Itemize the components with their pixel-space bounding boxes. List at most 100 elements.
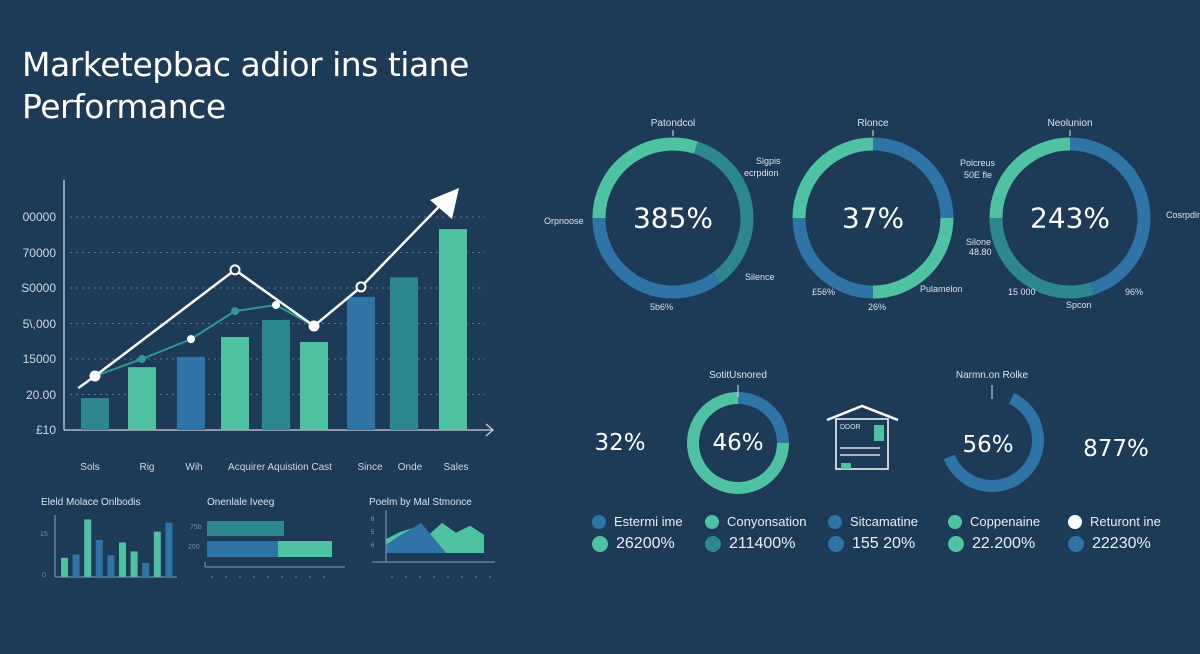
series-point xyxy=(187,335,195,344)
bar xyxy=(107,555,115,577)
bar xyxy=(72,554,80,577)
series-point xyxy=(231,307,239,316)
donut-segment xyxy=(872,137,954,219)
legend-dot-icon xyxy=(705,514,719,529)
hbar xyxy=(207,541,278,557)
category-label: 200 xyxy=(188,544,200,551)
bar xyxy=(119,542,126,577)
x-category-label: Acquirer Aquistion Cast xyxy=(228,462,332,473)
legend-dot-icon xyxy=(948,514,962,529)
legend-dot-icon xyxy=(828,514,842,529)
bar xyxy=(128,367,156,430)
bar xyxy=(221,336,249,430)
bar xyxy=(177,356,205,430)
kpi-arc-label: Narmn.on Rolke xyxy=(955,370,1029,381)
legend-item: Conyonsation xyxy=(705,514,807,529)
kpi-progress-arc xyxy=(943,392,1044,492)
legend-value-dot-icon xyxy=(592,536,608,552)
donut-top-label: Neolunion xyxy=(1047,118,1093,129)
series-point xyxy=(229,264,241,276)
y-tick-label: 20.00 xyxy=(25,387,56,402)
y-tick-label: 6 xyxy=(371,543,375,549)
y-tick-label: 5\,000 xyxy=(22,316,56,331)
legend-value-dot-icon xyxy=(948,536,964,552)
donut-center-value: 243% xyxy=(1029,201,1111,235)
area-title: Poelm by Mal Stmonce xyxy=(369,497,472,508)
legend-value-item: 22.200% xyxy=(948,535,1035,553)
donut-segment xyxy=(792,217,874,299)
bar xyxy=(95,539,103,577)
document-icon xyxy=(835,418,889,470)
legend-label: Conyonsation xyxy=(727,514,807,529)
legend-item: Sitcamatine xyxy=(828,514,918,529)
donut-center-value: 385% xyxy=(632,201,714,235)
legend-value: 22.200% xyxy=(972,535,1036,552)
legend-value-item: 155 20% xyxy=(828,535,915,553)
y-tick-label: 5 xyxy=(371,530,375,536)
series-point xyxy=(272,301,280,310)
donut-callout-label: Cosrpdin xyxy=(1166,210,1200,220)
document-badge xyxy=(874,425,884,441)
x-category-label: Sales xyxy=(443,462,469,473)
legend-value-item: 26200% xyxy=(592,535,675,553)
x-axis-arrow-icon xyxy=(485,423,494,437)
donut-callout-label: Silence xyxy=(745,272,775,282)
donut-segment xyxy=(1069,137,1151,295)
series-point xyxy=(355,281,367,293)
hbar-title: Onenlale Iveeg xyxy=(207,497,275,508)
y-tick-label: 8 xyxy=(371,517,375,523)
donut-callout-label: Pulamelon xyxy=(920,284,963,294)
donut-segment xyxy=(592,217,721,299)
bar xyxy=(153,531,161,577)
bar xyxy=(142,562,150,577)
legend-value: 26200% xyxy=(616,535,675,552)
document-stamp xyxy=(841,463,851,469)
legend-value: 155 20% xyxy=(852,535,916,552)
legend-item: Returont ine xyxy=(1068,514,1161,529)
kpi-value: 32% xyxy=(594,430,646,456)
kpi-value: 877% xyxy=(1083,436,1149,462)
category-label: 75b xyxy=(190,524,202,531)
donut-segment xyxy=(872,217,954,299)
donut-top-label: Rlonce xyxy=(857,118,889,129)
donut-callout-label: Polcreus xyxy=(960,158,996,168)
x-category-label: Rig xyxy=(139,462,155,473)
x-category-label: Wih xyxy=(185,462,203,473)
donut-callout-label: 15 000 xyxy=(1008,287,1036,297)
area-series-blue xyxy=(386,522,447,553)
y-tick-label: 15000 xyxy=(22,352,56,366)
donut-callout-label: 26% xyxy=(868,302,887,312)
title-line-2: Performance xyxy=(22,87,226,126)
bar xyxy=(81,398,109,430)
y-tick-label: £10 xyxy=(35,423,56,437)
hbar xyxy=(278,541,332,557)
legend-value-dot-icon xyxy=(705,536,721,552)
legend-value-dot-icon xyxy=(1068,536,1084,552)
y-tick-label: 70000 xyxy=(22,245,56,260)
x-category-label: Onde xyxy=(397,462,423,473)
legend-value-item: 211400% xyxy=(705,535,795,553)
title-line-1: Marketepbac adior ins tiane xyxy=(22,45,469,84)
donut-segment xyxy=(687,392,789,494)
legend-dot-icon xyxy=(1068,514,1082,529)
page-title: Marketepbac adior ins tiane Performance xyxy=(22,44,469,128)
icon-text: DDOR xyxy=(840,424,861,431)
legend-value-dot-icon xyxy=(828,536,844,552)
x-category-label: Since xyxy=(357,462,383,473)
x-category-label: Sols xyxy=(80,462,100,473)
legend-label: Coppenaine xyxy=(970,514,1041,529)
donut-segment xyxy=(592,137,698,219)
legend-label: Estermi ime xyxy=(614,514,683,529)
bar xyxy=(130,551,138,577)
legend-value-item: 22230% xyxy=(1068,535,1151,553)
series-point xyxy=(138,355,146,363)
legend-item: Coppenaine xyxy=(948,514,1040,529)
bar xyxy=(300,341,328,430)
bar xyxy=(262,319,290,430)
donut-segment xyxy=(737,392,789,444)
donut-callout-label: 5b6% xyxy=(650,302,674,312)
bar xyxy=(61,557,68,577)
donut-callout-label: £56% xyxy=(812,287,836,297)
donut-callout-label: 96% xyxy=(1125,287,1144,297)
